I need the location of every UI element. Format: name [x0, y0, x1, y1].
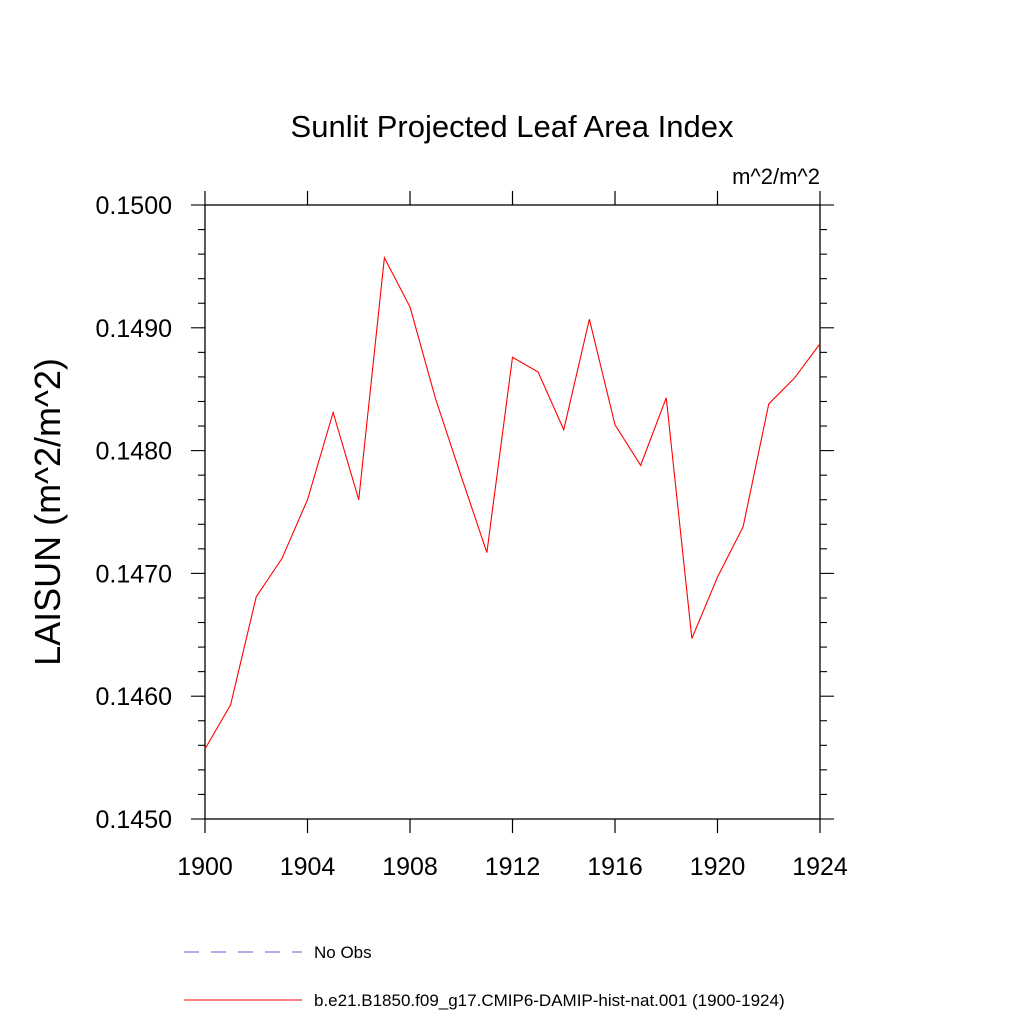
x-tick-label: 1904	[280, 853, 336, 881]
legend-label-1: b.e21.B1850.f09_g17.CMIP6-DAMIP-hist-nat…	[314, 991, 785, 1010]
legend-label-0: No Obs	[314, 943, 372, 962]
y-tick-label: 0.1450	[96, 806, 172, 834]
x-tick-label: 1916	[587, 853, 643, 881]
units-label: m^2/m^2	[732, 164, 820, 189]
x-tick-label: 1920	[690, 853, 746, 881]
plot-frame	[204, 204, 821, 820]
y-tick-label: 0.1490	[96, 315, 172, 343]
legend: No Obs b.e21.B1850.f09_g17.CMIP6-DAMIP-hi…	[184, 943, 785, 1010]
chart-title: Sunlit Projected Leaf Area Index	[291, 109, 734, 144]
y-tick-label: 0.1480	[96, 438, 172, 466]
y-axis-label: LAISUN (m^2/m^2)	[27, 358, 68, 666]
series-lines	[204, 255, 821, 750]
y-tick-label: 0.1470	[96, 560, 172, 588]
x-tick-label: 1912	[485, 853, 541, 881]
series-line-1	[204, 255, 821, 750]
axis-ticks: 1900 1904 1908 1912 1916 1920 1924 0.1450 0.1460…	[96, 191, 848, 881]
x-tick-label: 1908	[382, 853, 438, 881]
y-tick-label: 0.1500	[96, 192, 172, 220]
y-tick-label: 0.1460	[96, 683, 172, 711]
x-tick-label: 1924	[792, 853, 848, 881]
plot-border	[204, 204, 821, 820]
x-tick-label: 1900	[177, 853, 233, 881]
